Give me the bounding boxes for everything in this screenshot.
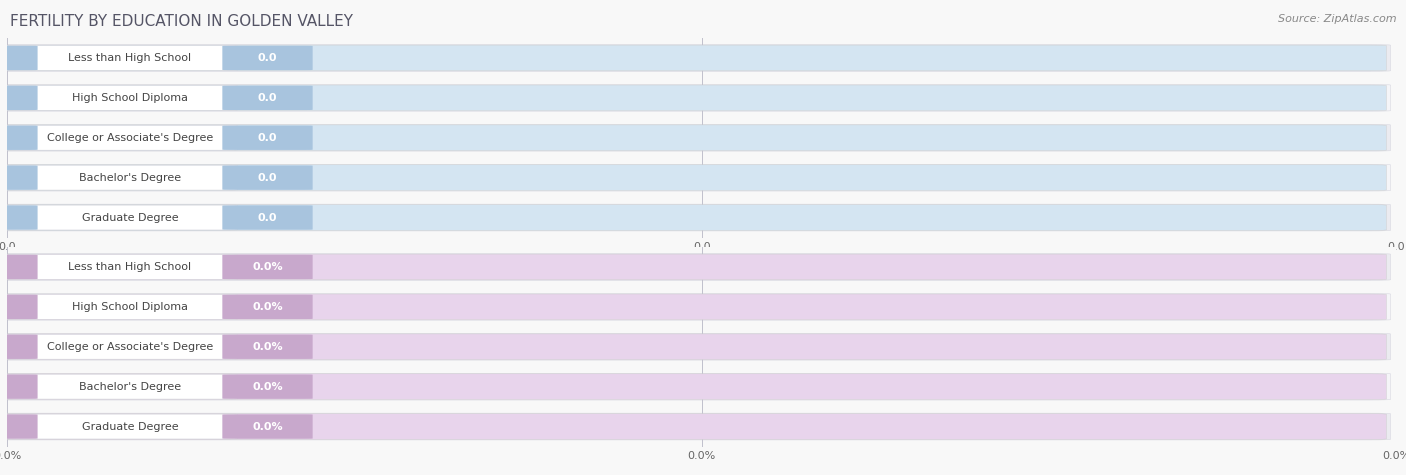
FancyBboxPatch shape xyxy=(0,205,1386,230)
FancyBboxPatch shape xyxy=(6,374,238,399)
FancyBboxPatch shape xyxy=(0,294,1391,320)
Text: 0.0: 0.0 xyxy=(257,212,277,223)
FancyBboxPatch shape xyxy=(0,334,1386,360)
FancyBboxPatch shape xyxy=(0,414,1386,439)
Text: High School Diploma: High School Diploma xyxy=(72,302,188,312)
FancyBboxPatch shape xyxy=(222,294,312,319)
FancyBboxPatch shape xyxy=(0,374,38,399)
FancyBboxPatch shape xyxy=(6,86,238,110)
Text: 0.0: 0.0 xyxy=(257,172,277,183)
FancyBboxPatch shape xyxy=(222,165,312,190)
Text: Graduate Degree: Graduate Degree xyxy=(82,421,179,432)
FancyBboxPatch shape xyxy=(6,255,238,279)
Text: Less than High School: Less than High School xyxy=(69,53,191,63)
Text: 0.0: 0.0 xyxy=(257,53,277,63)
FancyBboxPatch shape xyxy=(222,414,312,439)
FancyBboxPatch shape xyxy=(6,165,238,190)
FancyBboxPatch shape xyxy=(0,333,1391,360)
FancyBboxPatch shape xyxy=(6,294,238,319)
FancyBboxPatch shape xyxy=(0,46,38,70)
FancyBboxPatch shape xyxy=(222,125,312,150)
FancyBboxPatch shape xyxy=(6,125,238,150)
FancyBboxPatch shape xyxy=(0,125,38,150)
FancyBboxPatch shape xyxy=(0,164,1391,191)
FancyBboxPatch shape xyxy=(222,374,312,399)
Text: Less than High School: Less than High School xyxy=(69,262,191,272)
FancyBboxPatch shape xyxy=(6,46,238,70)
Text: Graduate Degree: Graduate Degree xyxy=(82,212,179,223)
Text: 0.0%: 0.0% xyxy=(252,342,283,352)
FancyBboxPatch shape xyxy=(0,45,1386,71)
Text: 0.0%: 0.0% xyxy=(252,381,283,392)
Text: College or Associate's Degree: College or Associate's Degree xyxy=(46,133,214,143)
Text: Bachelor's Degree: Bachelor's Degree xyxy=(79,172,181,183)
FancyBboxPatch shape xyxy=(0,165,1386,190)
FancyBboxPatch shape xyxy=(0,254,1386,280)
Text: College or Associate's Degree: College or Associate's Degree xyxy=(46,342,214,352)
Text: 0.0: 0.0 xyxy=(257,133,277,143)
Text: 0.0: 0.0 xyxy=(257,93,277,103)
FancyBboxPatch shape xyxy=(6,334,238,359)
FancyBboxPatch shape xyxy=(0,204,1391,231)
FancyBboxPatch shape xyxy=(6,205,238,230)
FancyBboxPatch shape xyxy=(0,294,38,319)
Text: 0.0%: 0.0% xyxy=(252,302,283,312)
FancyBboxPatch shape xyxy=(222,205,312,230)
FancyBboxPatch shape xyxy=(0,165,38,190)
FancyBboxPatch shape xyxy=(0,334,38,359)
FancyBboxPatch shape xyxy=(222,46,312,70)
FancyBboxPatch shape xyxy=(0,124,1391,151)
Text: 0.0%: 0.0% xyxy=(252,262,283,272)
FancyBboxPatch shape xyxy=(0,413,1391,440)
FancyBboxPatch shape xyxy=(0,86,38,110)
Text: Source: ZipAtlas.com: Source: ZipAtlas.com xyxy=(1278,14,1396,24)
Text: High School Diploma: High School Diploma xyxy=(72,93,188,103)
Text: Bachelor's Degree: Bachelor's Degree xyxy=(79,381,181,392)
FancyBboxPatch shape xyxy=(0,414,38,439)
FancyBboxPatch shape xyxy=(0,254,1391,280)
FancyBboxPatch shape xyxy=(0,85,1391,111)
FancyBboxPatch shape xyxy=(0,85,1386,111)
FancyBboxPatch shape xyxy=(0,125,1386,151)
Text: FERTILITY BY EDUCATION IN GOLDEN VALLEY: FERTILITY BY EDUCATION IN GOLDEN VALLEY xyxy=(10,14,353,29)
FancyBboxPatch shape xyxy=(0,374,1386,399)
FancyBboxPatch shape xyxy=(222,255,312,279)
FancyBboxPatch shape xyxy=(0,45,1391,71)
FancyBboxPatch shape xyxy=(6,414,238,439)
FancyBboxPatch shape xyxy=(0,255,38,279)
Text: 0.0%: 0.0% xyxy=(252,421,283,432)
FancyBboxPatch shape xyxy=(0,373,1391,400)
FancyBboxPatch shape xyxy=(222,86,312,110)
FancyBboxPatch shape xyxy=(0,205,38,230)
FancyBboxPatch shape xyxy=(0,294,1386,320)
FancyBboxPatch shape xyxy=(222,334,312,359)
